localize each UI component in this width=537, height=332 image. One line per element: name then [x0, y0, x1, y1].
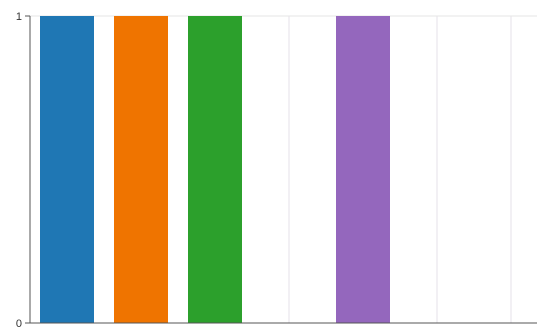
bars	[40, 16, 390, 323]
y-tick-label-1: 1	[16, 11, 22, 23]
y-tick-label-0: 0	[16, 318, 22, 327]
bar-2[interactable]	[114, 16, 168, 323]
bar-1[interactable]	[40, 16, 94, 323]
y-axis: 01	[16, 11, 537, 330]
bar-3[interactable]	[188, 16, 242, 323]
grid-lines	[30, 15, 537, 323]
bar-5[interactable]	[336, 16, 390, 323]
